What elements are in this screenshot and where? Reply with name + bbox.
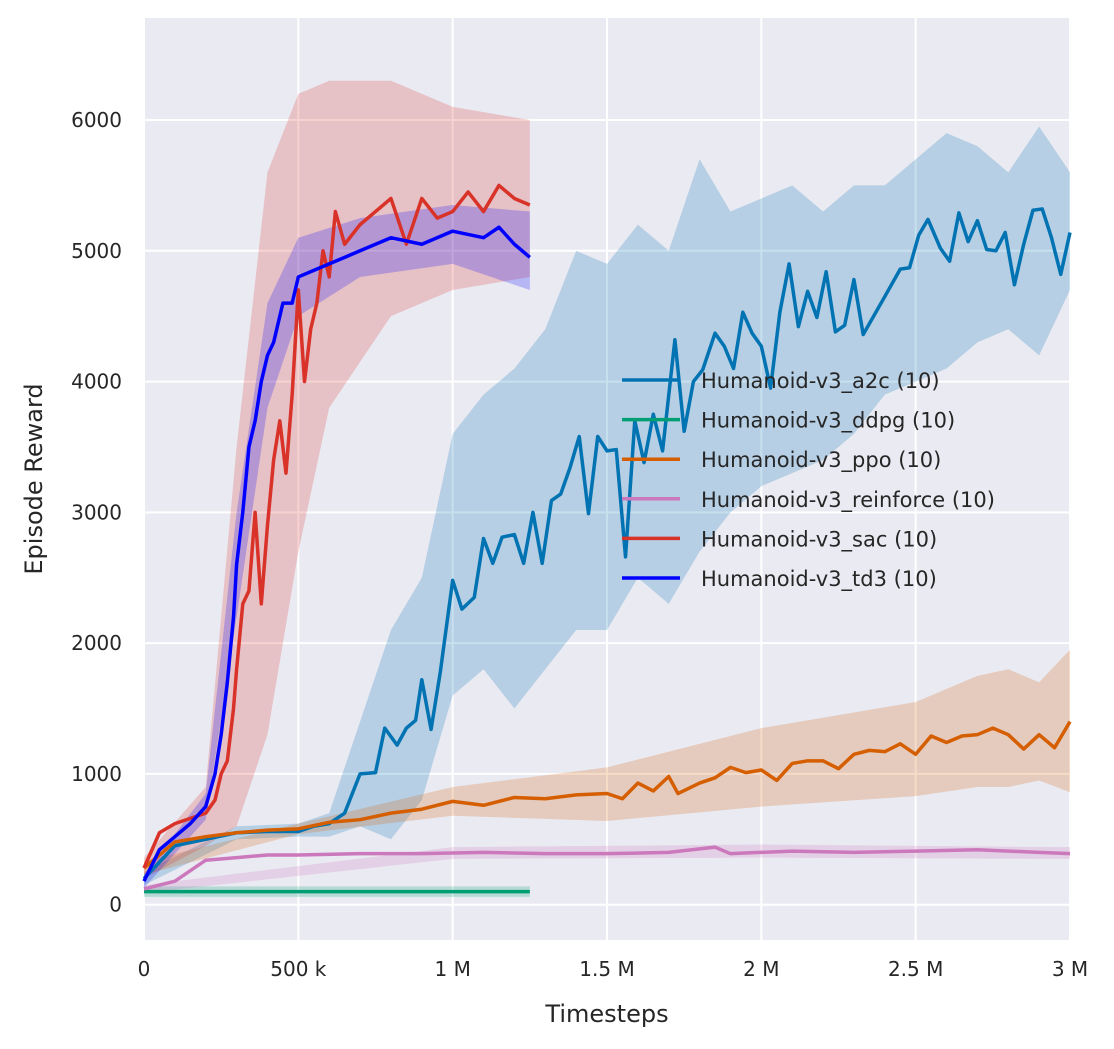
band-humanoid-v3-sac: [144, 80, 530, 879]
band-humanoid-v3-td3: [144, 205, 530, 888]
y-tick-label: 2000: [71, 631, 122, 655]
line-humanoid-v3-sac: [142, 183, 531, 869]
confidence-bands: [144, 80, 1070, 897]
line-humanoid-v3-td3: [142, 225, 531, 882]
x-tick-label: 1 M: [434, 957, 470, 981]
x-tick-label: 0: [138, 957, 151, 981]
y-tick-label: 4000: [71, 370, 122, 394]
series-lines: [142, 183, 1072, 894]
x-tick-label: 1.5 M: [579, 957, 634, 981]
x-tick-label: 2.5 M: [888, 957, 943, 981]
y-tick-label: 1000: [71, 762, 122, 786]
line-humanoid-v3-reinforce: [143, 845, 1071, 891]
y-tick-label: 3000: [71, 500, 122, 524]
line-humanoid-v3-ppo: [142, 720, 1072, 870]
line-humanoid-v3-a2c: [142, 207, 1072, 880]
y-axis-ticks: 0 1000 2000 3000 4000 5000 6000: [71, 108, 122, 917]
legend: Humanoid-v3_a2c (10) Humanoid-v3_ddpg (10…: [622, 369, 995, 592]
band-humanoid-v3-reinforce: [144, 844, 1070, 893]
legend-label-humanoid-v3-ddpg: Humanoid-v3_ddpg (10): [701, 409, 955, 434]
x-tick-label: 3 M: [1052, 957, 1088, 981]
legend-label-humanoid-v3-sac: Humanoid-v3_sac (10): [701, 527, 937, 552]
band-humanoid-v3-ppo: [144, 649, 1070, 875]
x-tick-label: 500 k: [270, 957, 327, 981]
legend-label-humanoid-v3-reinforce: Humanoid-v3_reinforce (10): [701, 488, 995, 513]
y-tick-label: 0: [109, 893, 122, 917]
legend-label-humanoid-v3-ppo: Humanoid-v3_ppo (10): [701, 448, 941, 473]
x-tick-label: 2 M: [743, 957, 779, 981]
y-tick-label: 5000: [71, 239, 122, 263]
y-axis-label: Episode Reward: [20, 383, 48, 574]
x-axis-label: Timesteps: [544, 1000, 668, 1028]
x-axis-ticks: 0 500 k 1 M 1.5 M 2 M 2.5 M 3 M: [138, 957, 1089, 981]
band-humanoid-v3-a2c: [144, 126, 1070, 886]
legend-label-humanoid-v3-td3: Humanoid-v3_td3 (10): [701, 567, 937, 592]
legend-label-humanoid-v3-a2c: Humanoid-v3_a2c (10): [701, 369, 940, 394]
gridlines: [143, 18, 1071, 940]
y-tick-label: 6000: [71, 108, 122, 132]
